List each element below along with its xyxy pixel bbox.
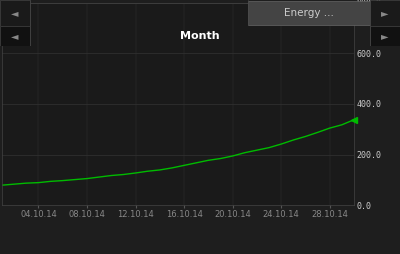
Text: Month: Month <box>180 31 220 41</box>
Text: ◄: ◄ <box>11 8 18 18</box>
Bar <box>0 0 30 26</box>
Bar <box>370 26 400 46</box>
Bar <box>0 26 30 46</box>
Bar <box>370 0 400 26</box>
Text: ►: ► <box>382 8 389 18</box>
Text: ◄: ◄ <box>11 31 18 41</box>
Text: ►: ► <box>382 31 389 41</box>
Text: kWhours: kWhours <box>0 0 45 1</box>
Text: kWh: kWh <box>355 0 374 1</box>
Text: Energy ...: Energy ... <box>284 8 334 18</box>
Bar <box>248 1 370 25</box>
